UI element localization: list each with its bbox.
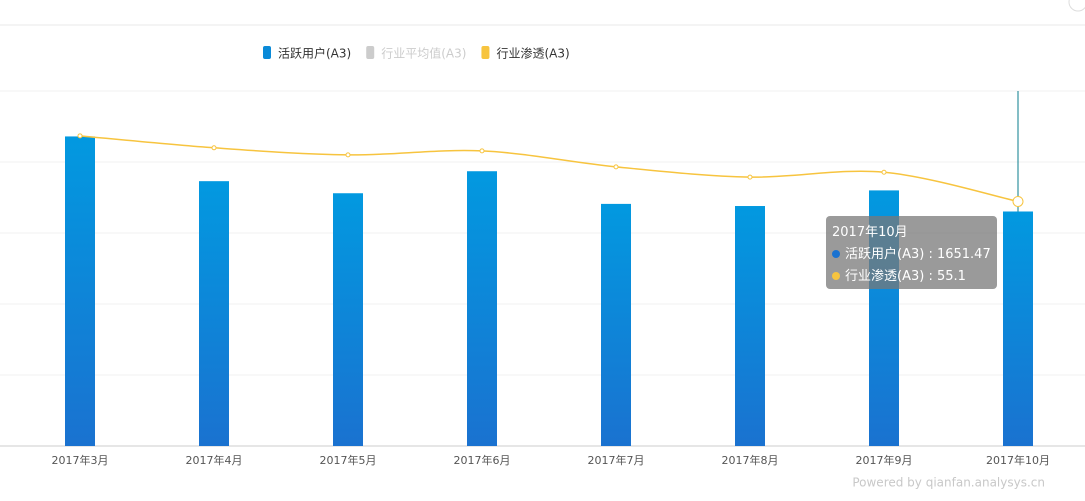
x-tick-label: 2017年8月 [722,453,779,467]
line [79,135,1019,203]
x-tick-label: 2017年5月 [320,453,377,467]
x-tick-label: 2017年4月 [186,453,243,467]
line-point [77,133,83,139]
bar [735,206,765,446]
x-tick-label: 2017年6月 [454,453,511,467]
corner-icon[interactable] [1068,0,1085,12]
footer: Powered by qianfan.analysys.cn [852,476,1045,490]
bar [467,171,497,447]
legend-label[interactable]: 行业平均值(A3) [381,46,466,61]
bar [199,181,229,447]
tooltip-row: 活跃用户(A3) : 1651.47 [832,244,991,266]
x-tick-label: 2017年3月 [52,453,109,467]
tooltip-name: 活跃用户(A3) [845,247,925,262]
bar [1003,211,1033,446]
tooltip-row: 行业渗透(A3) : 55.1 [832,266,991,288]
bar [333,193,363,446]
legend-swatch [366,46,375,59]
legend-label[interactable]: 行业渗透(A3) [496,46,569,61]
tooltip: 2017年10月 活跃用户(A3) : 1651.47 行业渗透(A3) : 5… [826,216,997,289]
x-tick-label: 2017年7月 [588,453,645,467]
tooltip-value: 1651.47 [936,247,991,262]
bar [65,136,95,446]
tooltip-title: 2017年10月 [832,225,908,240]
line-point [479,148,485,154]
x-tick-label: 2017年9月 [856,453,913,467]
tooltip-name: 行业渗透(A3) [845,269,925,284]
line-point [345,152,351,158]
tooltip-sep: : [924,247,937,262]
x-tick-label: 2017年10月 [986,453,1050,467]
line-point [881,169,887,175]
tooltip-value: 55.1 [936,269,966,284]
line-point [747,174,753,180]
line-point [613,164,619,170]
legend-label[interactable]: 活跃用户(A3) [278,46,351,61]
line-point [1012,195,1024,207]
tooltip-sep: : [924,269,937,284]
legend-swatch [263,46,271,59]
bar [601,203,631,446]
line-point [211,145,217,151]
legend-swatch [481,46,490,59]
